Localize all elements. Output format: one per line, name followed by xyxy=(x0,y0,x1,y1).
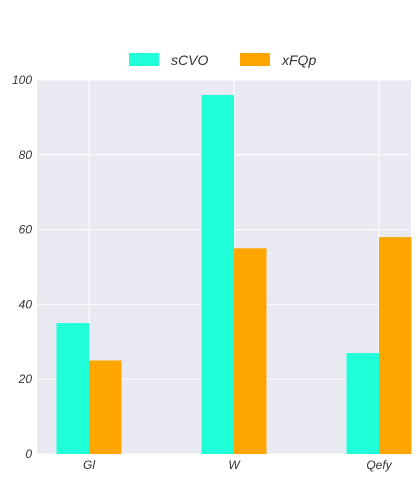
y-tick-label: 100 xyxy=(12,73,32,87)
legend: sCVO xFQp xyxy=(129,52,316,68)
legend-label-scvo: sCVO xyxy=(171,52,208,68)
bar-scvo-gl xyxy=(56,323,89,454)
x-tick-label: Gl xyxy=(83,458,95,472)
bars xyxy=(56,94,412,455)
y-tick-label: 80 xyxy=(19,148,33,162)
y-axis-ticks: 0 20 40 60 80 100 xyxy=(12,73,32,461)
legend-label-xfqp: xFQp xyxy=(281,52,316,68)
y-tick-label: 40 xyxy=(19,297,33,311)
x-tick-label: Qefy xyxy=(366,458,392,472)
x-tick-label: W xyxy=(228,458,241,472)
bar-xfqp-gl xyxy=(89,360,122,454)
x-axis-ticks: Gl W Qefy xyxy=(83,458,393,472)
bar-scvo-qefy xyxy=(346,353,379,454)
bar-scvo-w xyxy=(201,94,234,455)
legend-swatch-xfqp xyxy=(240,53,270,66)
y-tick-label: 20 xyxy=(18,372,33,386)
bar-xfqp-w xyxy=(234,248,267,454)
y-tick-label: 0 xyxy=(25,447,32,461)
y-tick-label: 60 xyxy=(19,223,33,237)
legend-swatch-scvo xyxy=(129,53,159,66)
bar-xfqp-qefy xyxy=(379,237,412,454)
